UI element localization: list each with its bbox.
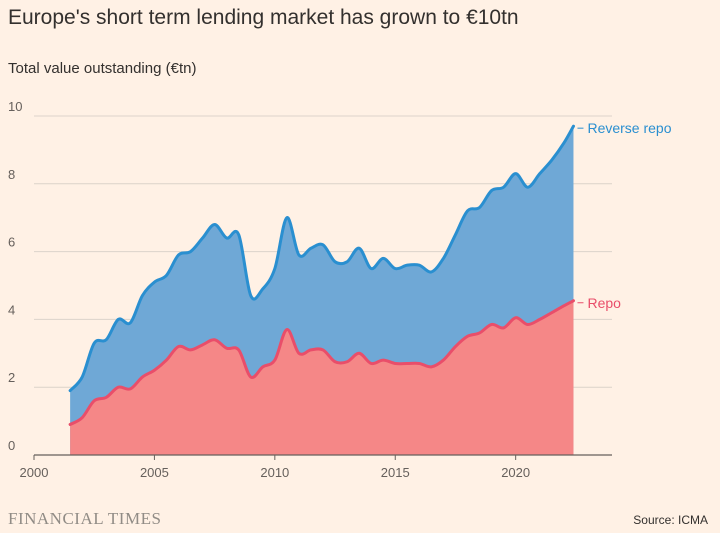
- ft-logo: FINANCIAL TIMES: [8, 509, 162, 528]
- y-tick-label-4: 4: [8, 302, 15, 317]
- repo-area: [70, 300, 574, 455]
- y-tick-label-2: 2: [8, 370, 15, 385]
- y-tick-label-0: 0: [8, 438, 15, 453]
- chart-subtitle: Total value outstanding (€tn): [8, 60, 197, 77]
- x-tick-label-2015: 2015: [381, 465, 410, 480]
- x-tick-label-2010: 2010: [260, 465, 289, 480]
- y-tick-labels: 0 2 4 6 8 10: [8, 99, 22, 453]
- repo-label: Repo: [587, 295, 621, 311]
- x-axis-ticks: 2000 2005 2010 2015 2020: [20, 455, 530, 480]
- y-tick-label-6: 6: [8, 235, 15, 250]
- x-tick-label-2005: 2005: [140, 465, 169, 480]
- x-tick-label-2000: 2000: [20, 465, 49, 480]
- y-tick-label-8: 8: [8, 167, 15, 182]
- source-note: Source: ICMA: [633, 513, 708, 527]
- y-tick-label-10: 10: [8, 99, 22, 114]
- reverse-repo-line: [68, 124, 575, 393]
- chart-title: Europe's short term lending market has g…: [8, 6, 519, 29]
- x-tick-label-2020: 2020: [501, 465, 530, 480]
- reverse-repo-label: Reverse repo: [587, 120, 671, 136]
- repo-line: [68, 299, 575, 426]
